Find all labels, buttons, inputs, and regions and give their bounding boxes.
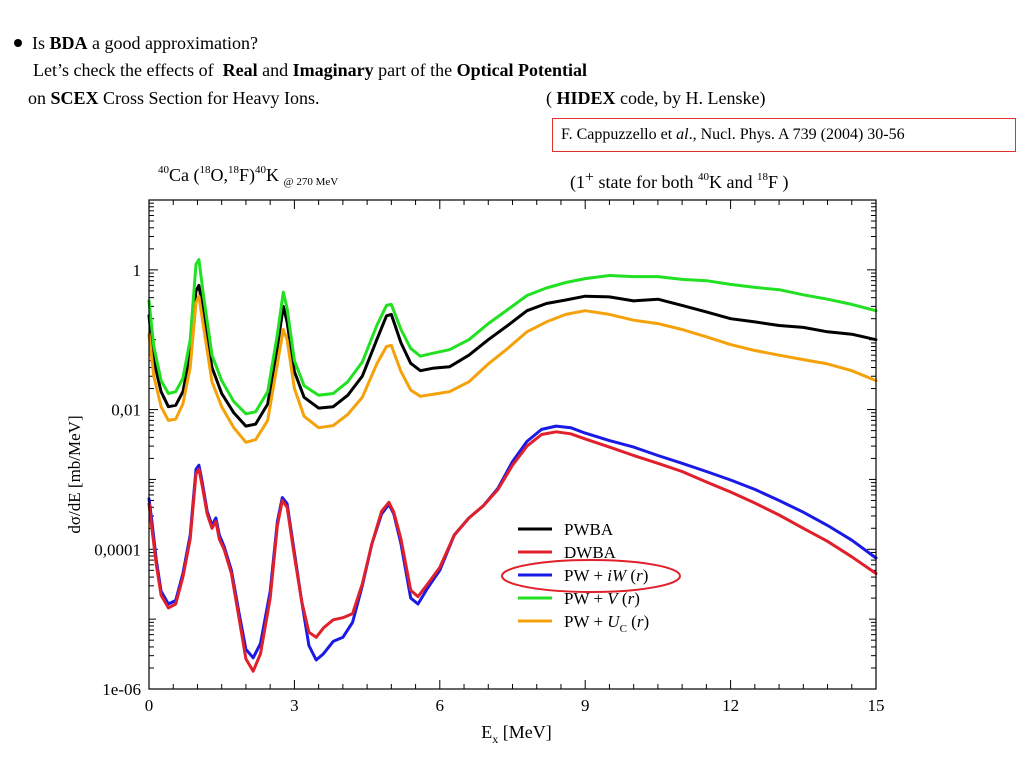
header-line3-on: on	[28, 88, 46, 108]
header-line-2: Let’s check the effects of Real and Imag…	[33, 60, 587, 81]
axis-labels: 0 3 6 9 12 15 1e-06 0,0001 0,01 1 Ex [MeV] dσ/dE [m…	[65, 261, 885, 746]
header-line2-a: Let’s check the effects of	[33, 60, 214, 80]
series-layer	[147, 258, 878, 673]
state-mass40: 40	[698, 171, 710, 183]
reaction-o: O,	[210, 165, 229, 185]
header-imaginary: Imaginary	[292, 60, 374, 80]
header-line3-rest: Cross Section for Heavy Ions.	[103, 88, 320, 108]
header-code: code, by H. Lenske)	[620, 88, 766, 108]
ref-citation: ., Nucl. Phys. A 739 (2004) 30-56	[688, 126, 905, 143]
series-pwba	[147, 283, 878, 428]
ref-authors: F. Cappuzzello et	[561, 126, 673, 143]
series-pw-iw	[147, 424, 878, 662]
reference-box: F. Cappuzzello et al., Nucl. Phys. A 739…	[552, 118, 1016, 152]
x-axis-label: Ex [MeV]	[481, 722, 551, 746]
axis-ticks	[148, 200, 877, 690]
header-line-1: Is BDA a good approximation?	[14, 33, 258, 54]
header-bda: BDA	[49, 33, 88, 53]
x-tick-label: 3	[290, 696, 299, 715]
header-line2-b: part of the	[378, 60, 453, 80]
legend: PWBA DWBA PW + iW (r) PW + V (r) PW + UC (r)	[501, 520, 681, 635]
series-dwba	[147, 430, 878, 673]
header-hidex: HIDEX	[556, 88, 616, 108]
header-hidex-note: ( HIDEX code, by H. Lenske)	[546, 88, 765, 109]
x-tick-label: 0	[145, 696, 154, 715]
y-axis-label: dσ/dE [mb/MeV]	[65, 415, 84, 533]
series-pw-uc	[147, 294, 878, 444]
reaction-mass40: 40	[158, 164, 169, 176]
state-mass18: 18	[757, 171, 769, 183]
legend-label-pw-v: PW + V (r)	[564, 589, 640, 608]
header-optical: Optical Potential	[456, 60, 588, 80]
header-line2-and: and	[262, 60, 289, 80]
y-tick-label: 0,01	[111, 401, 141, 420]
legend-label-pw-iw: PW + iW (r)	[564, 566, 648, 585]
reaction-ca: Ca (	[169, 165, 200, 185]
header-line-3: on SCEX Cross Section for Heavy Ions.	[28, 88, 319, 109]
legend-label-dwba: DWBA	[564, 543, 617, 562]
reaction-energy: @ 270 MeV	[283, 176, 339, 188]
highlight-ellipse	[501, 559, 681, 593]
reaction-f: F)	[239, 165, 256, 185]
header-real: Real	[222, 60, 258, 80]
state-k: K and	[709, 172, 758, 192]
state-plus: +	[585, 169, 595, 186]
x-tick-label: 9	[581, 696, 590, 715]
state-prefix: (1	[570, 172, 585, 192]
reaction-mass18b: 18	[228, 164, 239, 176]
legend-label-pwba: PWBA	[564, 520, 614, 539]
x-tick-label: 15	[868, 696, 885, 715]
bullet-icon	[14, 38, 22, 47]
reaction-label: 40Ca (18O,18F)40K @ 270 MeV	[158, 164, 339, 188]
plot-frame	[148, 199, 877, 690]
state-note: (1+ state for both 40K and 18F )	[570, 169, 789, 193]
header-paren-open: (	[546, 88, 552, 108]
state-mid: state for both	[594, 172, 699, 192]
header-line1-suffix: a good approximation?	[92, 33, 258, 53]
y-tick-label: 1	[133, 261, 142, 280]
y-tick-label: 0,0001	[94, 540, 141, 559]
x-tick-label: 12	[722, 696, 739, 715]
reaction-mass18a: 18	[199, 164, 211, 176]
series-pw-v	[147, 258, 878, 416]
y-tick-label: 1e-06	[102, 680, 141, 699]
ref-etal: al	[676, 126, 689, 143]
reaction-k: K	[266, 165, 280, 185]
state-f: F )	[768, 172, 789, 192]
header-scex: SCEX	[50, 88, 99, 108]
legend-label-pw-uc: PW + UC (r)	[564, 612, 649, 635]
x-tick-label: 6	[436, 696, 445, 715]
reaction-mass40b: 40	[255, 164, 267, 176]
header-line1-prefix: Is	[32, 33, 45, 53]
